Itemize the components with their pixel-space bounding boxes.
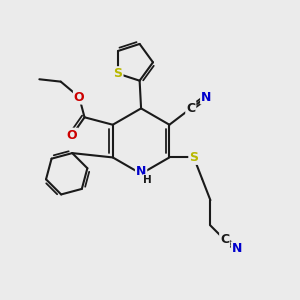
Text: H: H [143,175,152,185]
Text: C: C [186,102,195,115]
Text: N: N [136,165,146,178]
Text: S: S [113,67,122,80]
Text: N: N [232,242,242,255]
Text: S: S [189,151,198,164]
Text: C: C [220,233,229,246]
Text: O: O [67,129,77,142]
Text: N: N [201,91,211,103]
Text: O: O [74,91,85,103]
